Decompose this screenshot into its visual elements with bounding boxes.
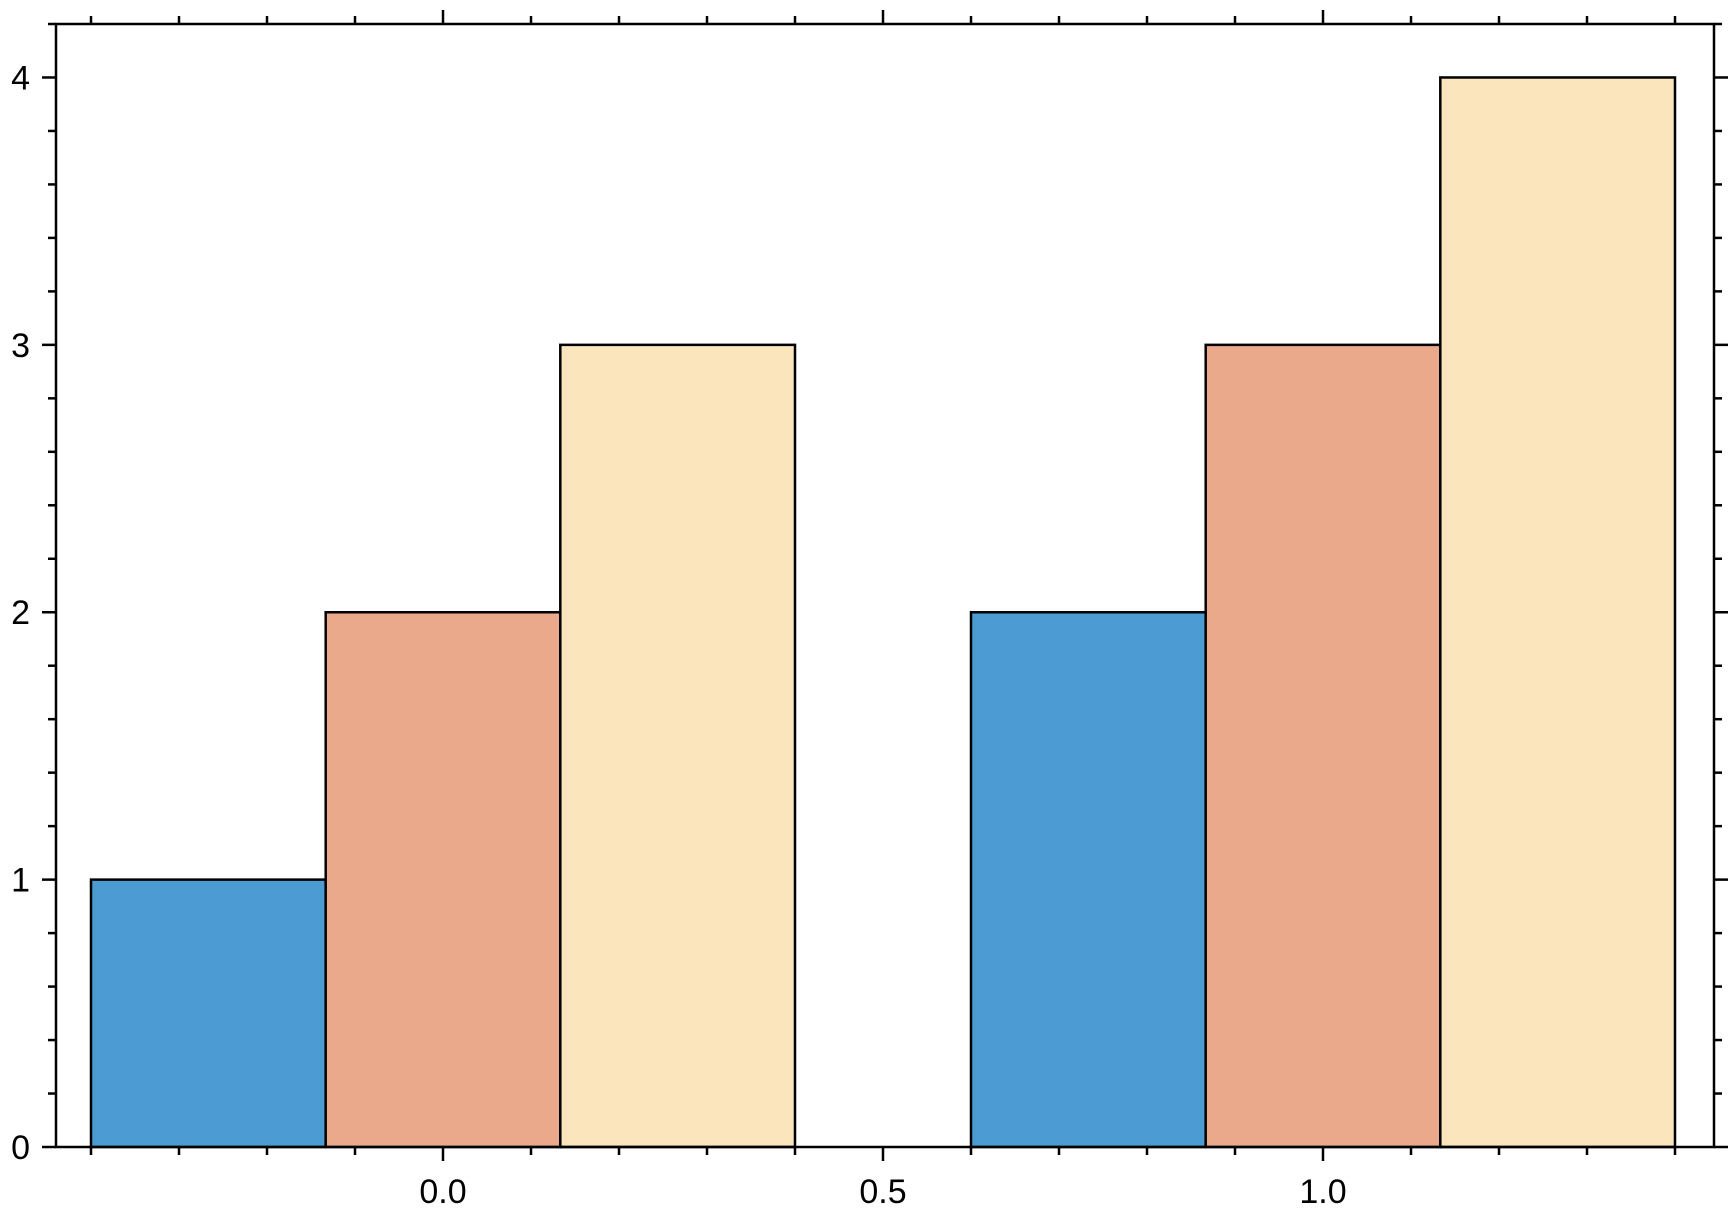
axis-ticks — [42, 10, 1728, 1161]
bars-layer — [89, 76, 1677, 1149]
y-tick-label: 0 — [11, 1129, 30, 1167]
bar-0-series-3 — [559, 343, 797, 1149]
bar-1-series-2 — [1204, 343, 1442, 1149]
bar-0-series-2 — [324, 610, 562, 1149]
y-tick-label: 4 — [11, 59, 30, 97]
y-tick-label: 3 — [11, 327, 30, 365]
x-tick-label: 1.0 — [1299, 1173, 1346, 1211]
plot-frame — [54, 22, 1716, 1149]
y-tick-label: 2 — [11, 594, 30, 632]
axis-tick-labels: 0.0 0.5 1.0 0 1 2 3 4 — [11, 59, 1347, 1211]
bar-0-series-1 — [89, 878, 327, 1149]
bar-1-series-3 — [1439, 76, 1677, 1149]
bar-1-series-1 — [969, 610, 1207, 1149]
x-tick-label: 0.0 — [419, 1173, 466, 1211]
y-tick-label: 1 — [11, 862, 30, 900]
x-tick-label: 0.5 — [859, 1173, 906, 1211]
